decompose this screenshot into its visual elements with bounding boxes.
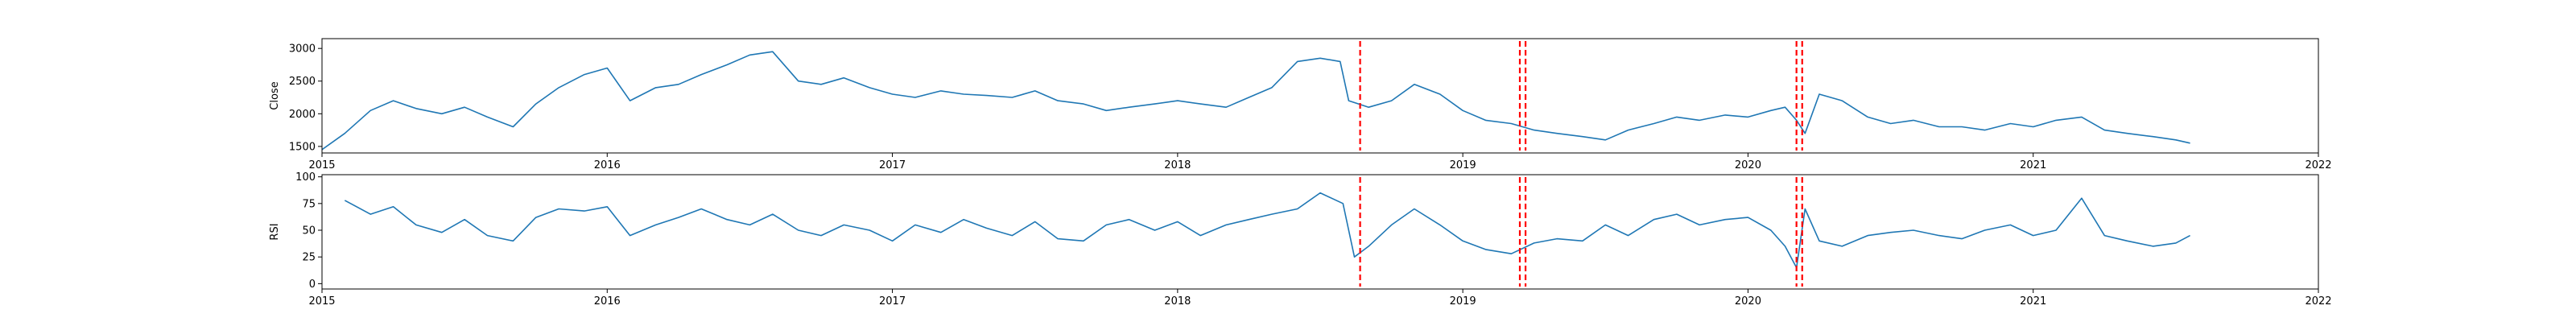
close-price-panel: 2015 2016 2017 2018 2019 2020 2021 2022 1500 2000… [269, 38, 2332, 171]
x-tick-label: 2022 [2305, 159, 2331, 171]
x-tick-label: 2016 [594, 295, 621, 308]
axes-frame [321, 38, 2319, 154]
x-tick-label: 2020 [1735, 159, 1761, 171]
y-axis-label: RSI [269, 223, 281, 240]
x-tick-label: 2019 [1450, 159, 1476, 171]
axes-frame [321, 174, 2319, 290]
x-tick-label: 2018 [1164, 159, 1191, 171]
y-tick-label: 25 [302, 252, 316, 264]
y-tick-label: 75 [302, 198, 316, 210]
x-tick-label: 2020 [1735, 295, 1761, 308]
rsi-panel: 2015 2016 2017 2018 2019 2020 2021 2022 0 25 50 75 1… [269, 171, 2332, 308]
y-tick-label: 50 [302, 225, 316, 237]
x-tick-label: 2021 [2020, 295, 2046, 308]
y-tick-label: 2500 [289, 76, 316, 88]
series-line-0 [344, 192, 2190, 269]
y-tick-label: 1500 [289, 141, 316, 153]
x-tick-label: 2015 [308, 295, 335, 308]
y-tick-label: 0 [309, 279, 316, 291]
x-tick-label: 2018 [1164, 295, 1191, 308]
x-tick-label: 2015 [308, 159, 335, 171]
y-tick-label: 2000 [289, 109, 316, 121]
x-tick-label: 2016 [594, 159, 621, 171]
y-tick-label: 3000 [289, 43, 316, 56]
x-tick-label: 2017 [879, 295, 906, 308]
x-tick-label: 2021 [2020, 159, 2046, 171]
y-tick-label: 100 [295, 171, 316, 184]
y-axis-label: Close [269, 81, 281, 109]
x-tick-label: 2022 [2305, 295, 2331, 308]
x-tick-label: 2019 [1450, 295, 1476, 308]
series-line-0 [322, 51, 2190, 151]
x-tick-label: 2017 [879, 159, 906, 171]
